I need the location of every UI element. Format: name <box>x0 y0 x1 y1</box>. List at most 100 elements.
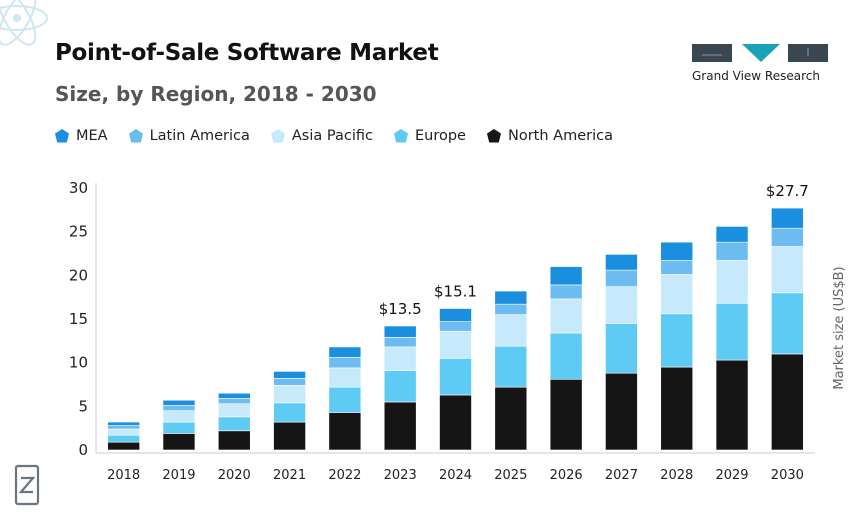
bar-segment-asia-pacific <box>605 286 638 324</box>
bar-segment-north-america <box>715 359 749 451</box>
bar-segment-latin-america <box>715 241 749 261</box>
legend-label: Asia Pacific <box>291 128 373 144</box>
bar-segment-north-america <box>217 430 251 451</box>
bar-segment-asia-pacific <box>162 410 196 423</box>
bar-segment-north-america <box>771 353 804 451</box>
bar-segment-asia-pacific <box>549 298 583 334</box>
bar-segment-mea <box>660 241 694 261</box>
bar-group-2019 <box>162 399 196 451</box>
y-tick-label: 0 <box>78 441 88 459</box>
bar-segment-asia-pacific <box>771 246 804 294</box>
bar-segment-europe <box>328 386 362 413</box>
bar-segment-mea <box>771 207 804 229</box>
atom-icon <box>0 0 48 46</box>
bar-group-2023 <box>383 325 417 451</box>
bar-segment-latin-america <box>383 337 417 348</box>
bar-group-2030 <box>771 207 804 451</box>
x-tick-label: 2020 <box>218 468 251 483</box>
bar-segment-europe <box>162 421 196 434</box>
bar-group-2018 <box>107 421 140 451</box>
bar-segment-europe <box>549 332 583 380</box>
y-axis-label: Market size (US$B) <box>832 266 847 389</box>
bar-segment-north-america <box>549 378 583 451</box>
bar-group-2028 <box>660 241 694 451</box>
bar-segment-europe <box>107 434 140 443</box>
bar-group-2027 <box>605 254 638 451</box>
legend-item-europe: Europe <box>393 128 466 144</box>
bar-segment-north-america <box>162 433 196 451</box>
chart-legend: MEA Latin America Asia Pacific Europe North … <box>54 128 633 144</box>
y-tick-label: 30 <box>69 179 88 197</box>
bar-segment-latin-america <box>217 398 251 405</box>
x-tick-label: 2021 <box>273 468 306 483</box>
bar-segment-mea <box>162 399 196 406</box>
bar-segment-north-america <box>383 401 417 451</box>
bar-segment-asia-pacific <box>273 385 306 404</box>
legend-item-asia-pacific: Asia Pacific <box>270 128 373 144</box>
x-tick-label: 2019 <box>162 468 195 483</box>
x-tick-label: 2023 <box>384 468 417 483</box>
bar-segment-europe <box>439 357 472 396</box>
bar-segment-europe <box>605 323 638 374</box>
bar-group-2026 <box>549 266 583 451</box>
bar-segment-europe <box>660 313 694 368</box>
legend-swatch-icon <box>486 129 501 143</box>
grand-view-research-logo-icon <box>692 44 828 62</box>
gvr-side-logo-icon <box>14 464 40 506</box>
y-tick-label: 10 <box>69 354 88 372</box>
bar-segment-latin-america <box>162 405 196 411</box>
legend-item-north-america: North America <box>486 128 613 144</box>
bar-segment-mea <box>107 421 140 426</box>
bar-segment-europe <box>494 345 528 388</box>
legend-item-latin-america: Latin America <box>128 128 250 144</box>
bar-segment-latin-america <box>660 260 694 275</box>
chart-title: Point-of-Sale Software Market <box>55 40 439 66</box>
bar-group-2025 <box>494 290 528 451</box>
bar-segment-latin-america <box>107 425 140 430</box>
bar-group-2021 <box>273 371 306 451</box>
y-tick-label: 20 <box>69 266 88 284</box>
legend-label: Europe <box>414 128 466 144</box>
x-tick-label: 2030 <box>771 468 804 483</box>
bar-segment-mea <box>217 392 251 399</box>
bar-segment-north-america <box>494 386 528 451</box>
bar-segment-north-america <box>328 412 362 451</box>
bar-segment-mea <box>383 325 417 338</box>
bar-segment-latin-america <box>494 303 528 315</box>
x-tick-label: 2024 <box>439 468 472 483</box>
bar-segment-europe <box>273 402 306 423</box>
bar-segment-latin-america <box>328 357 362 369</box>
bar-segment-asia-pacific <box>107 428 140 436</box>
bar-segment-north-america <box>273 421 306 451</box>
legend-swatch-icon <box>270 129 285 143</box>
brand-name: Grand View Research <box>692 69 820 83</box>
bar-segment-asia-pacific <box>439 330 472 359</box>
bar-segment-latin-america <box>439 321 472 332</box>
bar-segment-europe <box>771 292 804 355</box>
legend-swatch-icon <box>393 129 408 143</box>
bar-segment-asia-pacific <box>715 260 749 304</box>
x-tick-label: 2027 <box>605 468 638 483</box>
bar-group-2029 <box>715 226 749 451</box>
bar-segment-north-america <box>660 366 694 451</box>
legend-label: North America <box>507 128 613 144</box>
brand-logo <box>692 42 828 72</box>
x-tick-label: 2028 <box>660 468 693 483</box>
bar-segment-mea <box>494 290 528 305</box>
data-label-total: $27.7 <box>766 182 809 200</box>
bar-segment-europe <box>715 302 749 361</box>
bar-segment-north-america <box>107 441 140 451</box>
bar-segment-mea <box>549 266 583 286</box>
bar-segment-asia-pacific <box>217 403 251 418</box>
legend-label: MEA <box>76 128 108 144</box>
bar-segment-north-america <box>439 394 472 451</box>
legend-swatch-icon <box>128 129 143 143</box>
bar-segment-asia-pacific <box>383 346 417 371</box>
data-label-total: $15.1 <box>434 283 477 301</box>
bar-segment-asia-pacific <box>660 274 694 315</box>
bar-segment-mea <box>605 254 638 271</box>
y-tick-label: 5 <box>78 397 88 415</box>
bar-group-2022 <box>328 346 362 451</box>
bar-segment-europe <box>217 416 251 432</box>
